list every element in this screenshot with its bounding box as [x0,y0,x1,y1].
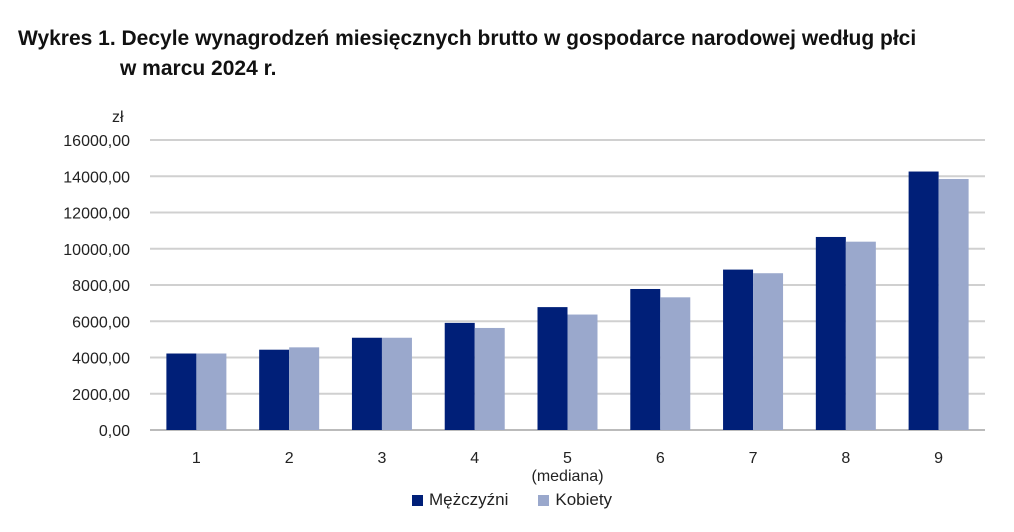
legend-swatch-women [538,495,550,507]
bar-women [289,347,320,430]
bar-men [259,349,290,430]
y-tick-label: 8000,00 [72,278,130,295]
bar-men [723,269,754,430]
bar-men [908,171,939,430]
x-tick-label: 8 [841,450,850,467]
x-tick-label: 1 [192,450,201,467]
x-tick-label: 9 [934,450,943,467]
x-tick-label: 5 [563,450,572,467]
y-tick-label: 0,00 [99,423,130,440]
y-tick-label: 14000,00 [63,169,130,186]
y-tick-label: 10000,00 [63,242,130,259]
bar-men [351,337,382,430]
bar-men [537,307,568,430]
y-tick-label: 6000,00 [72,314,130,331]
y-axis-unit: zł [112,109,124,126]
bar-women [381,337,412,430]
bar-women [938,178,969,430]
x-tick-label: 3 [377,450,386,467]
chart-title: Wykres 1. Decyle wynagrodzeń miesięcznyc… [18,24,916,84]
x-tick-label: 4 [470,450,479,467]
y-tick-label: 12000,00 [63,206,130,223]
bar-men [815,236,846,430]
median-note: (mediana) [531,468,603,485]
bar-women [196,353,227,430]
bar-women [753,273,784,430]
legend-item-women: Kobiety [538,490,612,510]
legend-label-women: Kobiety [555,490,613,509]
bar-women [474,327,505,430]
legend: Mężczyźni Kobiety [412,490,612,510]
y-tick-label: 16000,00 [63,133,130,150]
bar-women [567,314,598,430]
bar-men [630,288,661,430]
legend-item-men: Mężczyźni [412,490,508,510]
bar-men [166,353,197,430]
legend-label-men: Mężczyźni [429,490,509,509]
bar-women [660,297,691,430]
bar-women [845,241,876,430]
x-tick-label: 6 [656,450,665,467]
legend-swatch-men [412,495,423,507]
bar-men [444,322,475,430]
y-tick-label: 4000,00 [72,351,130,368]
title-line-1: Wykres 1. Decyle wynagrodzeń miesięcznyc… [18,27,917,50]
title-line-2: w marcu 2024 r. [120,57,277,80]
x-tick-label: 7 [749,450,758,467]
x-tick-label: 2 [285,450,294,467]
y-tick-label: 2000,00 [72,387,130,404]
